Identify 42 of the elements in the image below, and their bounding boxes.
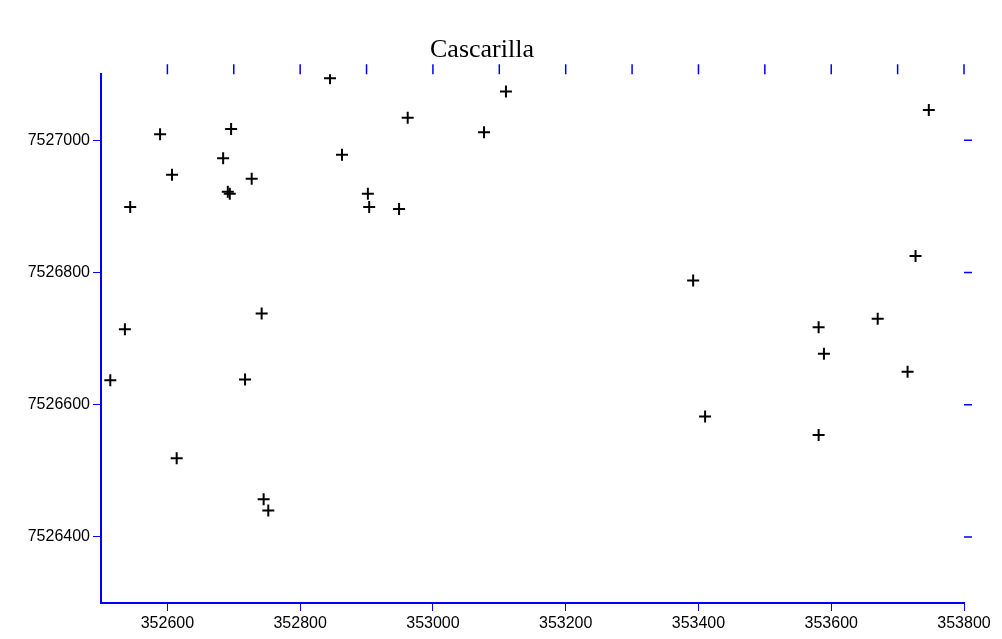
x-tick-label: 353600 [804,614,859,632]
point [811,428,826,443]
point [238,372,253,387]
x-tick-label: 352600 [140,614,195,632]
x-tick-label: 352800 [273,614,327,632]
point [811,320,826,335]
point [165,167,180,182]
y-tick-label: 7526400 [27,527,91,545]
point [816,346,831,361]
y-tick-label: 7526600 [27,395,91,413]
point [360,186,375,201]
point [224,122,239,137]
point [244,171,259,186]
chart-title: Cascarilla [430,34,535,64]
point [169,451,184,466]
point [698,409,713,424]
point [123,200,138,215]
point [400,110,415,125]
y-tick-label: 7526800 [27,262,91,280]
y-tick-label: 7527000 [27,130,91,148]
point [117,322,132,337]
point [921,102,936,117]
point [900,364,915,379]
point [362,200,377,215]
point [392,202,407,217]
point [334,147,349,162]
point [256,492,271,507]
point [686,273,701,288]
point [261,503,276,518]
point [323,74,338,86]
point [870,311,885,326]
x-tick-label: 353200 [539,614,593,632]
point [153,127,168,142]
point [254,306,269,321]
point [103,373,118,388]
x-tick-label: 353000 [406,614,460,632]
point [477,125,492,140]
x-tick-label: 353800 [937,614,991,632]
point [908,248,923,263]
point [216,151,231,166]
x-tick-label: 353400 [671,614,726,632]
point [498,84,513,99]
